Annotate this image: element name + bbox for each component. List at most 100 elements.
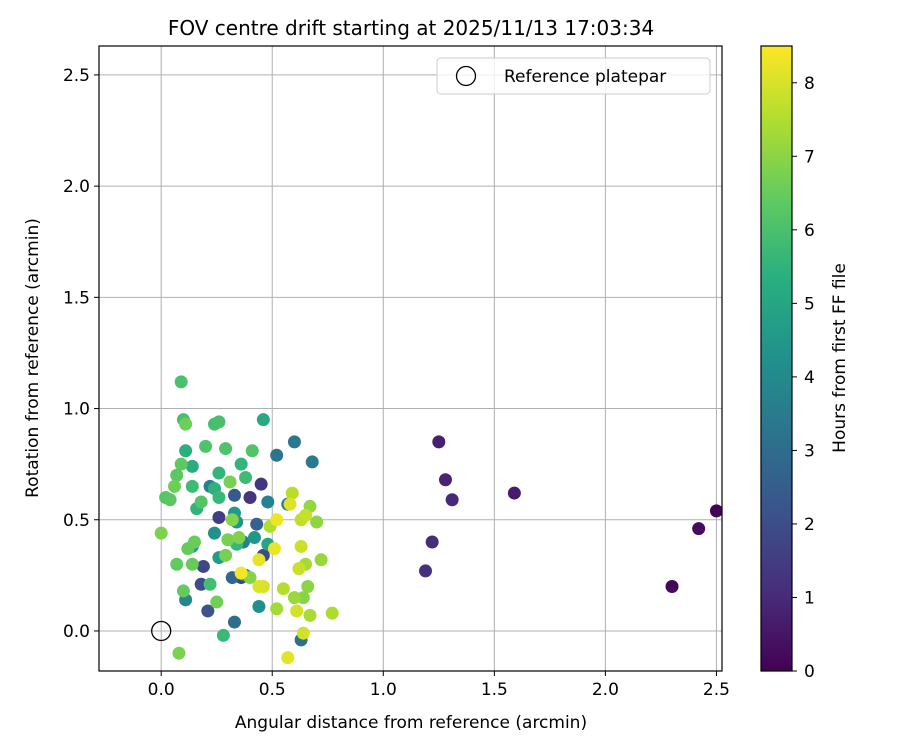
y-tick-label: 0.5 [63,511,90,531]
colorbar-ticks: 0 1 2 3 4 5 6 7 8 [792,74,815,682]
data-point [188,535,202,549]
data-point [225,513,239,527]
data-point [212,511,226,525]
data-point [227,488,241,502]
data-point [252,579,266,593]
colorbar-tick-label: 0 [804,662,815,682]
data-points [154,375,722,665]
data-point [234,566,248,580]
data-point [303,608,317,622]
data-point [176,584,190,598]
data-point [287,435,301,449]
x-tick-label: 0.5 [259,680,286,700]
data-point [232,531,246,545]
x-tick-label: 2.5 [703,680,730,700]
data-point [507,486,521,500]
colorbar-tick-label: 6 [804,221,815,241]
data-point [305,455,319,469]
data-point [174,457,188,471]
data-point [294,539,308,553]
data-point [314,553,328,567]
x-tick-label: 1.5 [481,680,508,700]
colorbar-tick-label: 8 [804,74,815,94]
data-point [196,559,210,573]
data-point [310,515,324,529]
data-point [227,615,241,629]
data-point [325,606,339,620]
data-point [170,557,184,571]
reference-point [151,620,172,642]
data-point [425,535,439,549]
legend: Reference platepar [436,57,711,95]
data-point [212,415,226,429]
data-point [179,417,193,431]
data-point [201,604,215,618]
colorbar-tick-label: 4 [804,368,815,388]
legend-box [436,57,711,95]
data-point [270,513,284,527]
data-point [250,517,264,531]
data-point [185,479,199,493]
colorbar-tick-label: 3 [804,441,815,461]
data-point [432,435,446,449]
grid [99,46,722,671]
colorbar-label: Hours from first FF file [830,263,850,453]
data-point [223,475,237,489]
x-tick-label: 2.0 [592,680,619,700]
legend-label: Reference platepar [504,67,666,87]
data-point [270,448,284,462]
y-axis-ticks: 0.0 0.5 1.0 1.5 2.0 2.5 [63,66,99,642]
data-point [665,579,679,593]
data-point [174,375,188,389]
data-point [301,579,315,593]
data-point [179,444,193,458]
data-point [247,531,261,545]
colorbar-tick-label: 7 [804,147,815,167]
legend-marker-icon [455,65,477,87]
data-point [418,564,432,578]
y-tick-label: 2.5 [63,66,90,86]
y-tick-label: 1.5 [63,288,90,308]
data-point [194,577,208,591]
x-axis-ticks: 0.0 0.5 1.0 1.5 2.0 2.5 [148,671,730,700]
data-point [185,557,199,571]
data-point [270,602,284,616]
data-point [709,504,722,518]
y-tick-label: 2.0 [63,177,90,197]
data-point [168,479,182,493]
data-point [210,595,224,609]
data-point [203,577,217,591]
data-point [234,457,248,471]
data-point [254,477,268,491]
plot-frame [98,45,723,672]
data-point [216,628,230,642]
data-point [212,491,226,505]
data-point [290,604,304,618]
data-point [445,493,459,507]
data-point [292,562,306,576]
data-point [287,591,301,605]
y-tick-label: 1.0 [63,400,90,420]
data-point [172,646,186,660]
data-point [239,470,253,484]
x-tick-label: 1.0 [370,680,397,700]
data-point [267,542,281,556]
data-point [438,473,452,487]
data-point [261,495,275,509]
x-tick-label: 0.0 [148,680,175,700]
x-axis-label: Angular distance from reference (arcmin) [235,713,587,733]
data-point [299,508,313,522]
colorbar-tick-label: 2 [804,515,815,535]
data-point [256,413,270,427]
data-point [154,526,168,540]
y-axis-label: Rotation from reference (arcmin) [23,218,43,498]
data-point [212,466,226,480]
data-point [219,548,233,562]
data-point [283,497,297,511]
data-point [170,468,184,482]
data-point [221,533,235,547]
reference-platepar-marker [151,620,172,642]
data-point [296,591,310,605]
data-point [243,491,257,505]
